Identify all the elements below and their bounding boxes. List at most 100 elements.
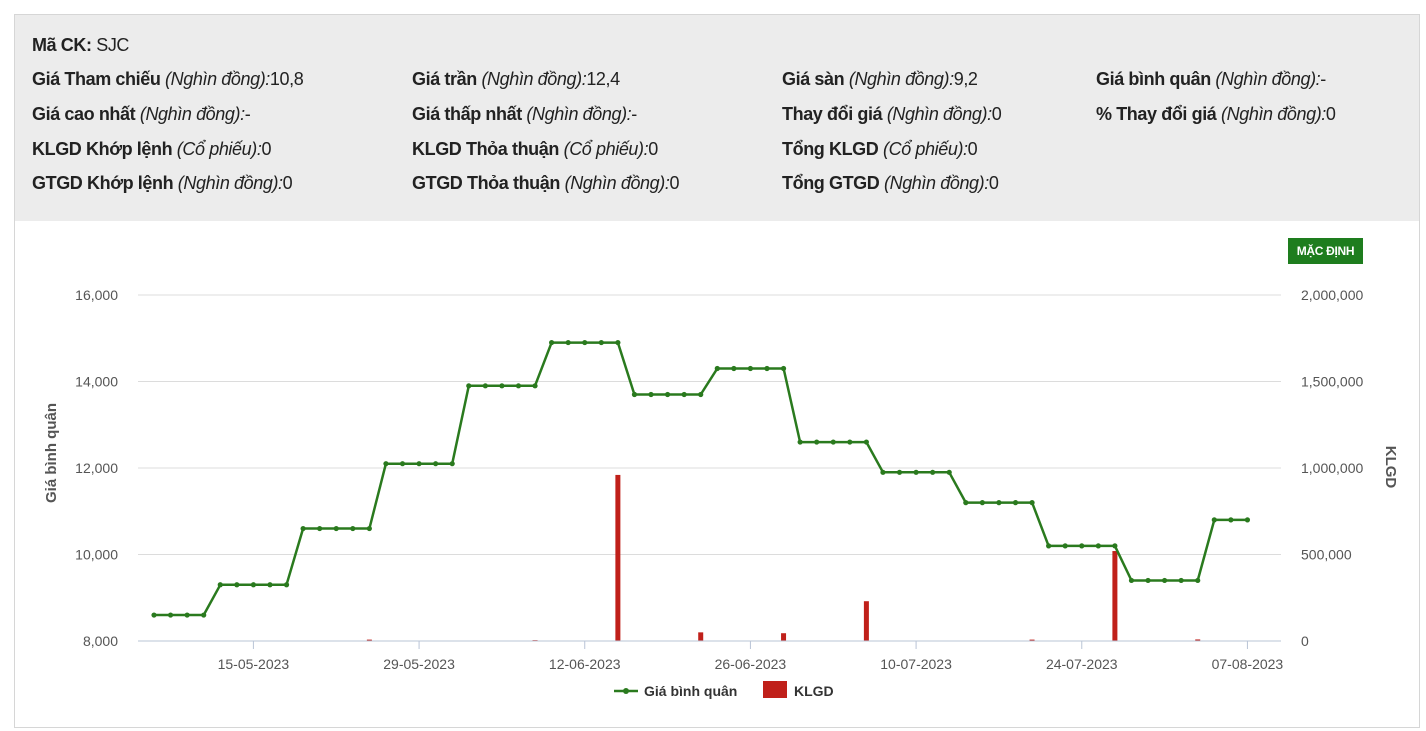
legend-item-volume[interactable]: KLGD (763, 681, 834, 699)
price-point[interactable] (1178, 577, 1184, 584)
volume-bar[interactable] (781, 633, 787, 641)
price-point[interactable] (350, 525, 356, 532)
info-label: Tổng GTGD (782, 173, 880, 193)
legend-item-price[interactable]: Giá bình quân (614, 683, 737, 699)
price-point[interactable] (963, 500, 969, 506)
price-point[interactable] (1079, 543, 1085, 549)
legend-label-volume: KLGD (794, 683, 834, 699)
price-point[interactable] (217, 582, 223, 588)
price-point[interactable] (399, 461, 406, 467)
info-item: Giá sàn (Nghìn đồng):9,2 (782, 69, 978, 90)
price-point[interactable] (1012, 500, 1019, 506)
price-point[interactable] (598, 339, 604, 346)
volume-bar[interactable] (1195, 639, 1201, 641)
info-item: GTGD Thỏa thuận (Nghìn đồng):0 (412, 173, 679, 194)
price-point[interactable] (1046, 543, 1052, 549)
price-point[interactable] (1244, 517, 1251, 523)
volume-bar[interactable] (698, 632, 704, 641)
info-value: 0 (282, 173, 293, 193)
price-point[interactable] (549, 339, 555, 346)
price-point[interactable] (565, 339, 571, 346)
price-series-line (154, 341, 1248, 617)
price-point[interactable] (847, 439, 853, 445)
price-point[interactable] (1161, 577, 1168, 584)
y-left-tick-label: 14,000 (75, 374, 118, 390)
price-point[interactable] (300, 525, 306, 532)
price-point[interactable] (946, 469, 952, 475)
price-point[interactable] (1145, 577, 1151, 584)
stock-panel: Mã CK: SJC Giá Tham chiếu (Nghìn đồng):10… (14, 14, 1420, 728)
price-point[interactable] (466, 383, 472, 389)
price-point[interactable] (582, 339, 588, 346)
info-item: Mã CK: SJC (32, 35, 129, 56)
x-tick-label: 26-06-2023 (715, 656, 787, 672)
price-point[interactable] (317, 525, 323, 532)
price-point[interactable] (383, 461, 389, 467)
info-label: Tổng KLGD (782, 139, 879, 159)
price-point[interactable] (184, 612, 190, 618)
price-point[interactable] (151, 612, 157, 618)
volume-bar[interactable] (615, 474, 621, 641)
price-point[interactable] (615, 339, 621, 346)
price-point[interactable] (1195, 577, 1201, 584)
price-point[interactable] (499, 383, 505, 389)
price-point[interactable] (714, 365, 720, 372)
info-label: Giá sàn (782, 69, 845, 89)
axes: 8,000 10,000 12,000 14,000 16,000 0 500,000 1,0… (75, 287, 1363, 672)
price-point[interactable] (648, 391, 654, 398)
price-point[interactable] (1112, 543, 1118, 549)
price-point[interactable] (1095, 543, 1101, 549)
price-point[interactable] (681, 391, 687, 398)
price-point[interactable] (1029, 500, 1035, 506)
price-point[interactable] (515, 383, 522, 389)
default-button[interactable]: MẶC ĐỊNH (1288, 238, 1363, 264)
volume-bar[interactable] (863, 601, 869, 641)
price-point[interactable] (664, 391, 671, 398)
info-item: Tổng KLGD (Cổ phiếu):0 (782, 139, 978, 160)
price-point[interactable] (631, 391, 638, 398)
price-point[interactable] (1211, 517, 1217, 523)
info-unit: (Nghìn đồng): (1215, 69, 1321, 89)
price-point[interactable] (267, 582, 273, 588)
price-point[interactable] (234, 582, 240, 588)
price-point[interactable] (201, 612, 207, 618)
info-label: KLGD Khớp lệnh (32, 139, 173, 159)
price-point[interactable] (482, 383, 488, 389)
price-point[interactable] (930, 469, 936, 475)
price-point[interactable] (433, 461, 439, 467)
volume-bar[interactable] (1029, 639, 1035, 641)
price-point[interactable] (780, 365, 787, 372)
price-point[interactable] (416, 461, 422, 467)
price-point[interactable] (747, 365, 754, 372)
price-point[interactable] (896, 469, 903, 475)
price-point[interactable] (366, 525, 372, 532)
info-item: Thay đổi giá (Nghìn đồng):0 (782, 104, 1002, 125)
price-point[interactable] (1128, 577, 1135, 584)
price-point[interactable] (830, 439, 836, 445)
price-point[interactable] (731, 365, 737, 372)
price-point[interactable] (250, 582, 257, 588)
volume-bar[interactable] (366, 639, 372, 641)
volume-bar[interactable] (1112, 551, 1118, 641)
price-point[interactable] (333, 525, 339, 532)
price-point[interactable] (532, 383, 538, 389)
price-point[interactable] (996, 500, 1002, 506)
price-point[interactable] (764, 365, 770, 372)
y-axis-left-label: Giá bình quân (43, 403, 60, 503)
price-point[interactable] (698, 391, 704, 398)
price-point[interactable] (167, 612, 174, 618)
price-point[interactable] (979, 500, 985, 506)
price-point[interactable] (449, 461, 455, 467)
price-point[interactable] (1062, 543, 1068, 549)
price-point[interactable] (913, 469, 919, 475)
price-point[interactable] (1228, 517, 1234, 523)
price-point[interactable] (880, 469, 886, 475)
price-point[interactable] (283, 582, 290, 588)
info-value: 0 (988, 173, 999, 193)
info-value: 0 (261, 139, 272, 159)
info-label: GTGD Thỏa thuận (412, 173, 560, 193)
price-point[interactable] (797, 439, 803, 445)
price-point[interactable] (863, 439, 869, 445)
y-left-tick-label: 8,000 (83, 633, 118, 649)
price-point[interactable] (814, 439, 820, 445)
